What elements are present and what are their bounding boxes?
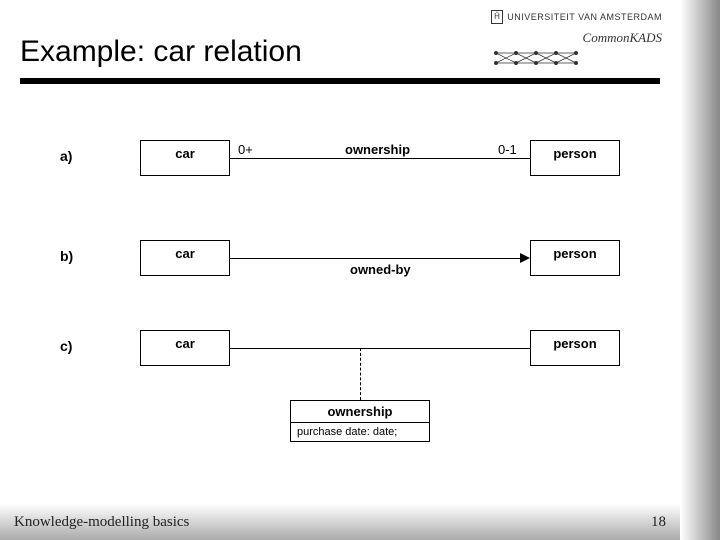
row-a-class-person: person (530, 140, 620, 176)
row-c-label: c) (60, 338, 72, 354)
row-b-class-car: car (140, 240, 230, 276)
university-name: UNIVERSITEIT VAN AMSTERDAM (507, 12, 662, 22)
row-b-car-text: car (175, 246, 195, 261)
row-a-class-car: car (140, 140, 230, 176)
row-c-class-car: car (140, 330, 230, 366)
row-a-assoc-label: ownership (345, 142, 410, 157)
slide-footer: Knowledge-modelling basics 18 (0, 504, 680, 540)
diagram-canvas: a) car person 0+ ownership 0-1 b) car pe… (0, 90, 680, 500)
university-crest-icon: Ĥ (491, 10, 503, 24)
row-c-car-text: car (175, 336, 195, 351)
row-b-label: b) (60, 248, 73, 264)
row-a-mult-left: 0+ (238, 142, 253, 157)
row-c-assoc-line (230, 348, 530, 349)
row-c-dashed-link (360, 348, 361, 400)
row-c-assoc-class-name: ownership (291, 401, 429, 423)
row-b-person-text: person (553, 246, 596, 261)
row-b-class-person: person (530, 240, 620, 276)
row-a-assoc-line (230, 158, 530, 159)
sidebar-gradient (680, 0, 720, 540)
footer-left: Knowledge-modelling basics (14, 514, 189, 531)
row-a-car-text: car (175, 146, 195, 161)
row-b-assoc-label: owned-by (350, 262, 411, 277)
row-b-assoc-line (230, 258, 522, 259)
university-logo: Ĥ UNIVERSITEIT VAN AMSTERDAM (491, 10, 662, 24)
slide-header: Example: car relation (20, 35, 660, 69)
row-b-arrowhead-icon (520, 253, 530, 263)
row-c-person-text: person (553, 336, 596, 351)
slide-title: Example: car relation (20, 35, 660, 69)
row-c-assoc-class: ownership purchase date: date; (290, 400, 430, 442)
footer-page-number: 18 (651, 514, 666, 531)
row-a-label: a) (60, 148, 72, 164)
title-rule (20, 78, 660, 84)
row-c-assoc-class-attr: purchase date: date; (291, 423, 429, 441)
row-a-person-text: person (553, 146, 596, 161)
row-c-class-person: person (530, 330, 620, 366)
row-a-mult-right: 0-1 (498, 142, 517, 157)
